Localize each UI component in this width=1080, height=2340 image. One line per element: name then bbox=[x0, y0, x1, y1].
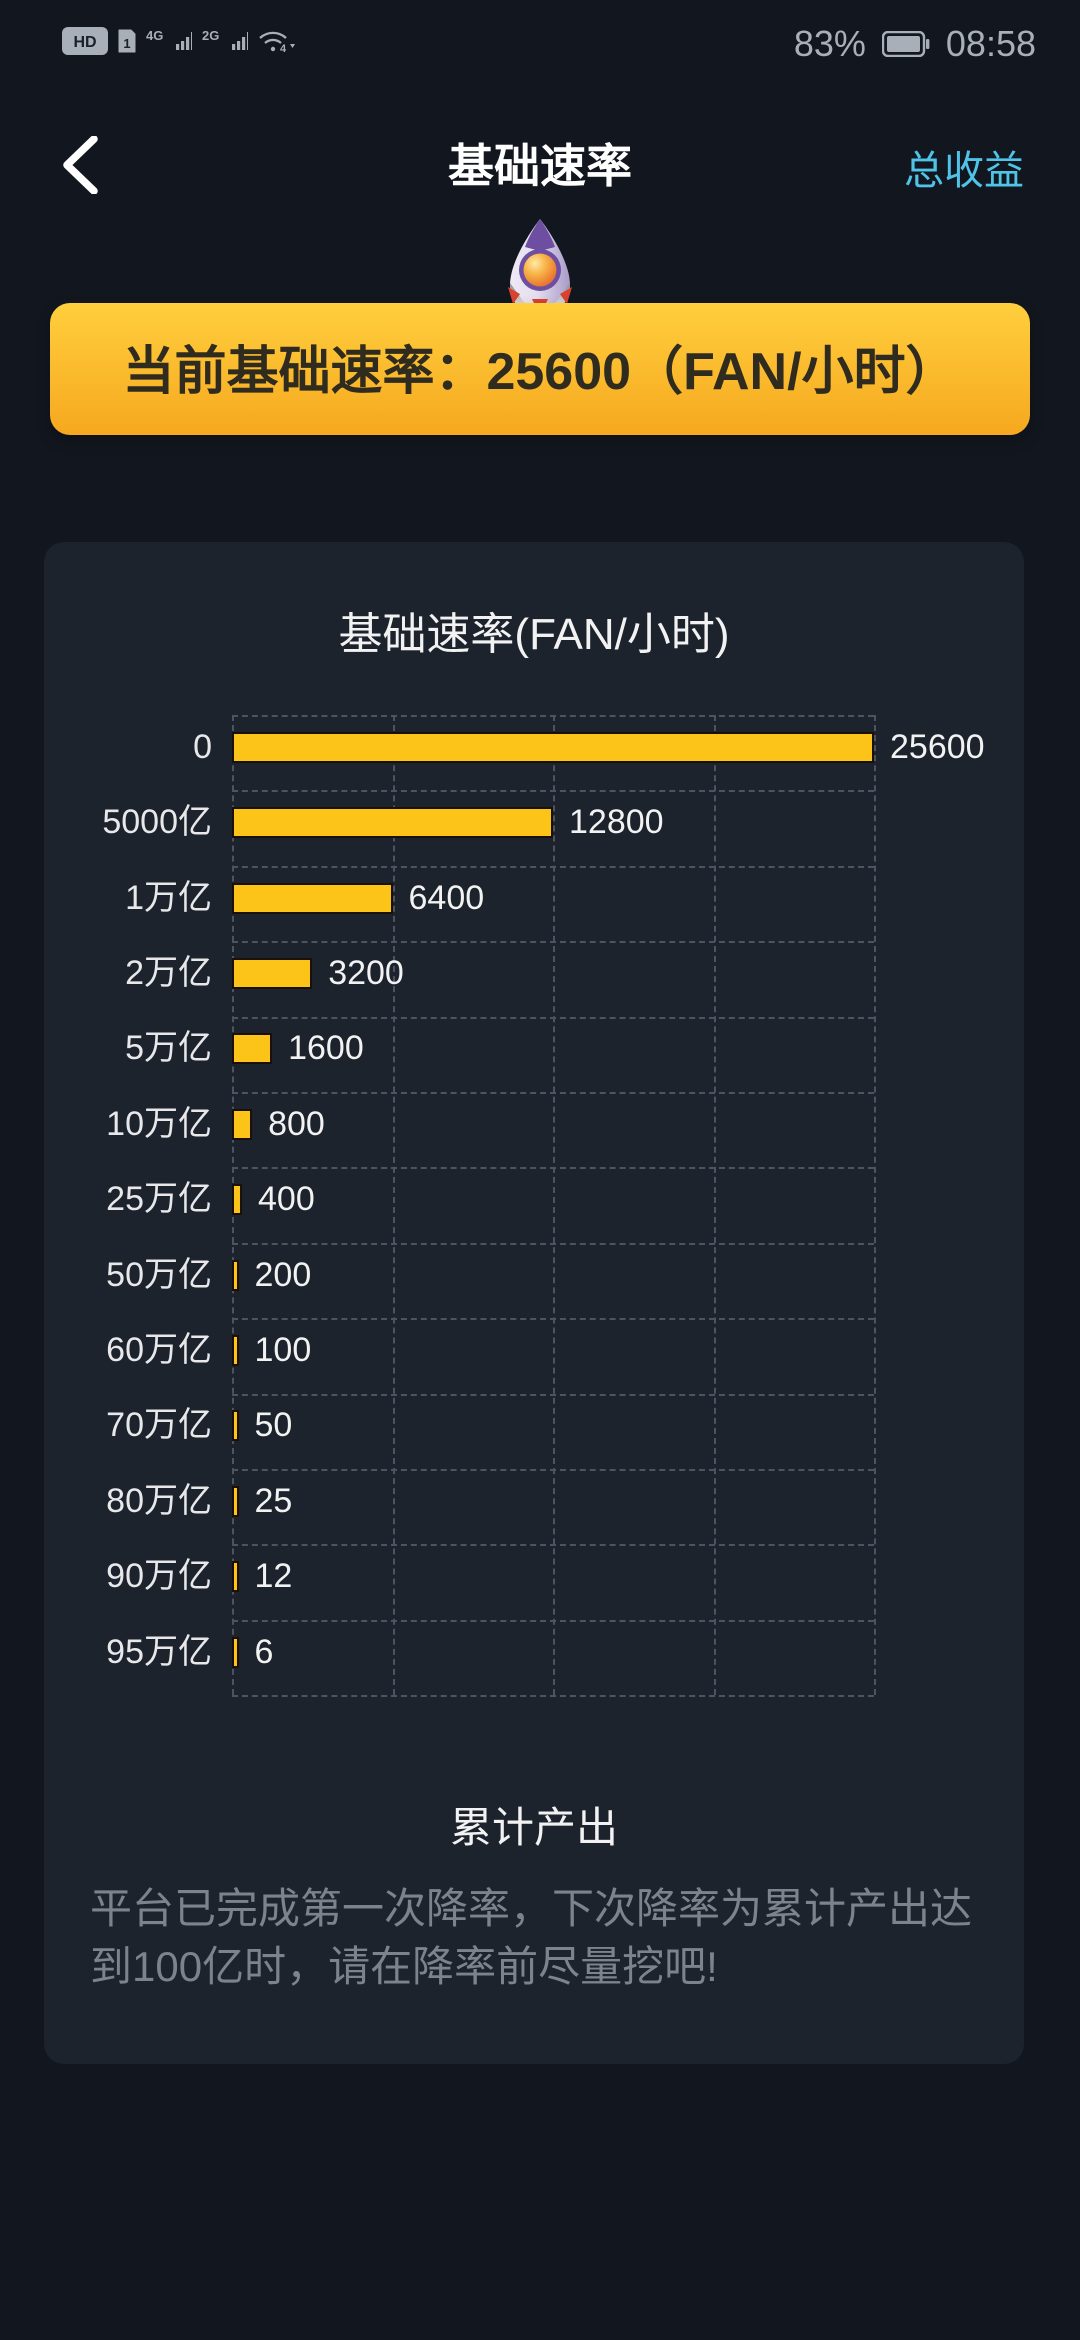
svg-text:4: 4 bbox=[280, 43, 287, 53]
svg-text:4G: 4G bbox=[146, 28, 163, 43]
svg-text:1: 1 bbox=[123, 36, 130, 51]
svg-text:2G: 2G bbox=[202, 28, 219, 43]
svg-text:HD: HD bbox=[73, 34, 96, 51]
